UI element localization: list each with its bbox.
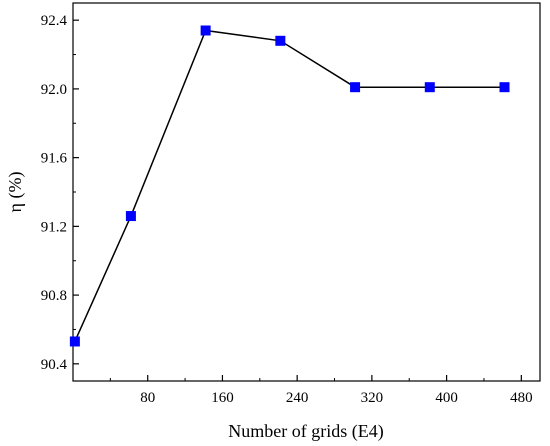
data-point-marker: [200, 25, 211, 36]
y-tick-label: 90.8: [41, 288, 67, 304]
data-point-marker: [424, 82, 435, 93]
x-tick-label: 240: [286, 390, 309, 406]
x-tick-label: 480: [510, 390, 533, 406]
data-markers: [69, 25, 510, 347]
data-point-marker: [275, 35, 286, 46]
y-tick-label: 92.4: [41, 13, 68, 29]
x-tick-label: 160: [211, 390, 234, 406]
y-tick-label: 91.2: [41, 219, 67, 235]
plot-frame: [72, 2, 541, 382]
x-axis: 80 160 240 320 400 480: [109, 375, 533, 406]
data-point-marker: [69, 336, 80, 347]
y-tick-label: 90.4: [41, 357, 68, 373]
y-tick-label: 92.0: [41, 82, 67, 98]
data-point-marker: [125, 211, 136, 222]
x-tick-label: 80: [140, 390, 155, 406]
y-axis: 90.4 90.8 91.2 91.6 92.0 92.4: [41, 13, 79, 373]
series-line: [74, 29, 505, 342]
data-point-marker: [499, 82, 510, 93]
y-tick-label: 91.6: [41, 151, 68, 167]
x-tick-label: 400: [435, 390, 458, 406]
y-axis-label: η (%): [5, 172, 26, 213]
x-axis-label: Number of grids (E4): [228, 421, 383, 442]
data-point-marker: [350, 82, 361, 93]
x-tick-label: 320: [361, 390, 384, 406]
